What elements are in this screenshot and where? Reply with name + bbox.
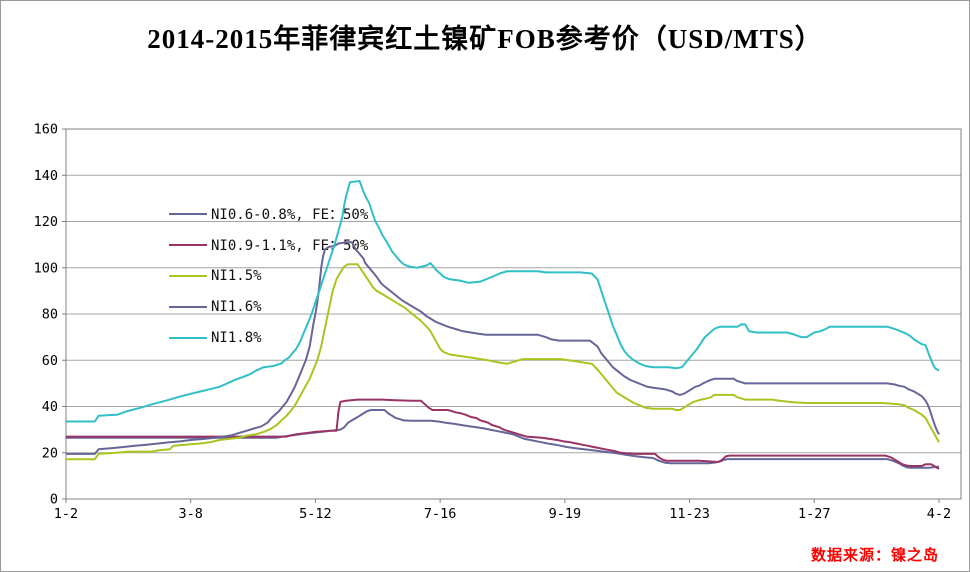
legend-item-1: NI0.6-0.8%, FE：50% bbox=[169, 198, 368, 229]
legend-line-sample bbox=[169, 243, 207, 246]
y-axis-label: 100 bbox=[34, 260, 58, 276]
y-axis-label: 160 bbox=[34, 122, 58, 138]
legend-label: NI0.9-1.1%, FE：50% bbox=[211, 237, 369, 254]
chart-title: 2014-2015年菲律宾红土镍矿FOB参考价（USD/MTS） bbox=[147, 24, 823, 54]
x-axis-label: 4-2 bbox=[927, 506, 951, 522]
series-line-1 bbox=[66, 409, 940, 469]
y-axis-label: 80 bbox=[42, 307, 58, 323]
legend-item-3: NI1.5% bbox=[169, 260, 368, 291]
legend-line-sample bbox=[169, 274, 207, 277]
x-axis-label: 5-12 bbox=[299, 506, 332, 522]
x-axis-label: 7-16 bbox=[424, 506, 457, 522]
y-axis-label: 60 bbox=[42, 353, 58, 369]
legend-line-sample bbox=[169, 336, 207, 339]
legend-line-sample bbox=[169, 212, 207, 215]
y-axis-label: 140 bbox=[34, 168, 58, 184]
x-axis-label: 9-19 bbox=[549, 506, 582, 522]
y-axis-label: 120 bbox=[34, 214, 58, 230]
legend-item-4: NI1.6% bbox=[169, 291, 368, 322]
legend-line-sample bbox=[169, 305, 207, 308]
y-axis-label: 40 bbox=[42, 399, 58, 415]
legend-label: NI0.6-0.8%, FE：50% bbox=[211, 206, 369, 223]
legend-label: NI1.8% bbox=[211, 329, 262, 346]
chart-legend: NI0.6-0.8%, FE：50% NI0.9-1.1%, FE：50% NI1.… bbox=[169, 198, 368, 353]
legend-item-2: NI0.9-1.1%, FE：50% bbox=[169, 229, 368, 260]
x-axis-label: 11-23 bbox=[669, 506, 710, 522]
x-axis-label: 3-8 bbox=[179, 506, 203, 522]
data-source-note: 数据来源：镍之岛 bbox=[810, 548, 939, 564]
y-axis-label: 20 bbox=[42, 445, 58, 461]
legend-item-5: NI1.8% bbox=[169, 322, 368, 353]
x-axis-label: 1-27 bbox=[798, 506, 831, 522]
legend-label: NI1.5% bbox=[211, 267, 262, 284]
y-axis-label: 0 bbox=[50, 492, 58, 508]
legend-label: NI1.6% bbox=[211, 298, 262, 315]
x-axis-label: 1-2 bbox=[54, 506, 78, 522]
series-line-2 bbox=[66, 398, 940, 470]
